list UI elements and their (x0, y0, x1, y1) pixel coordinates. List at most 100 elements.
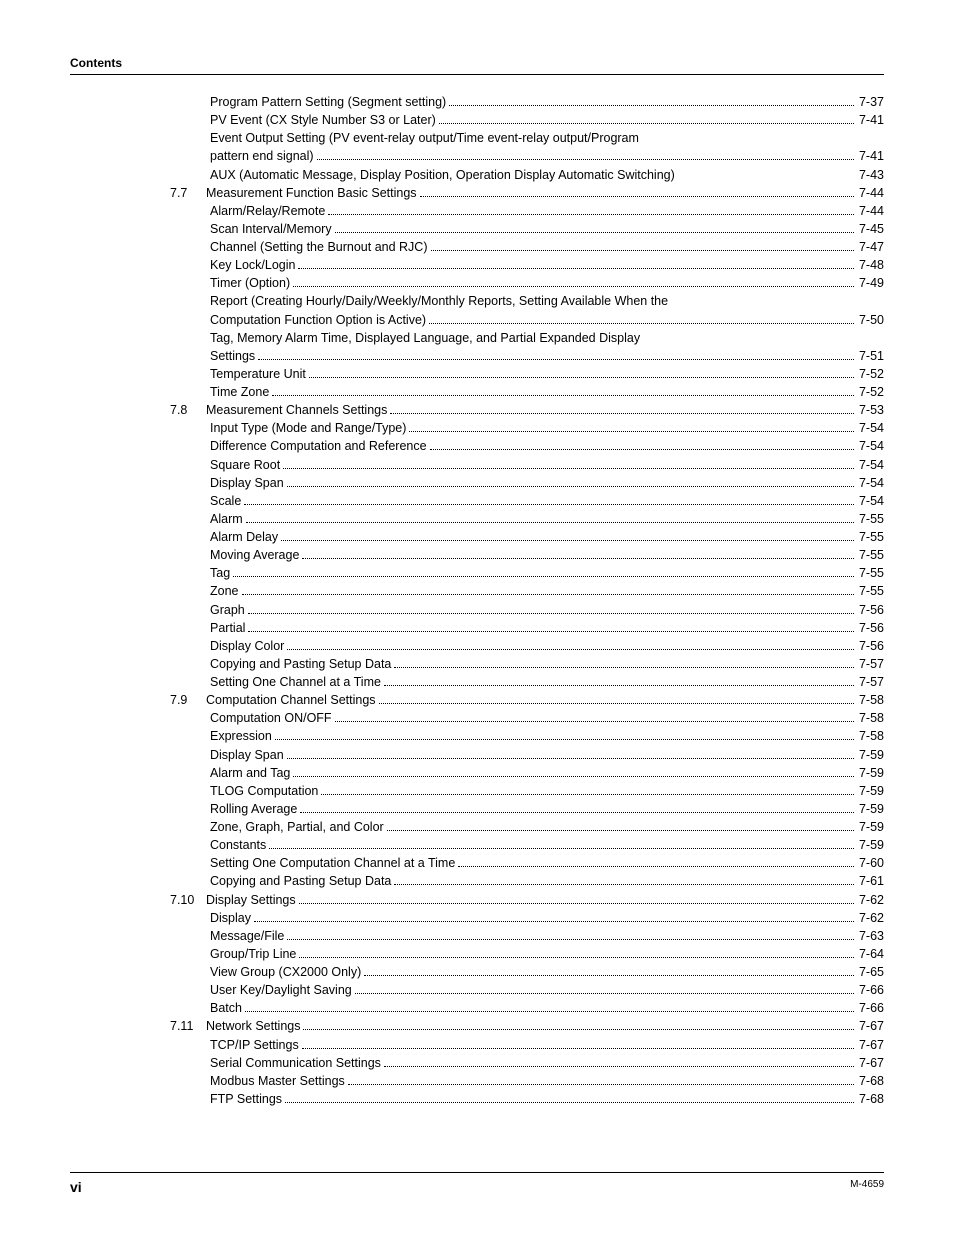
toc-leader-dots (244, 504, 854, 505)
toc-leader-dots (394, 884, 854, 885)
toc-label: Timer (Option) (210, 274, 290, 292)
table-of-contents: Program Pattern Setting (Segment setting… (70, 93, 884, 1108)
toc-row: Square Root7-54 (70, 456, 884, 474)
toc-leader-dots (348, 1084, 854, 1085)
footer-rule (70, 1172, 884, 1173)
toc-label: Alarm and Tag (210, 764, 290, 782)
toc-row: TLOG Computation7-59 (70, 782, 884, 800)
toc-leader-dots (384, 685, 854, 686)
toc-label: Moving Average (210, 546, 299, 564)
header-rule (70, 74, 884, 75)
toc-row: 7.10Display Settings7-62 (70, 891, 884, 909)
toc-page-ref: 7-44 (857, 184, 884, 202)
toc-page-ref: 7-52 (857, 383, 884, 401)
toc-page-ref: 7-55 (857, 528, 884, 546)
toc-page-ref: 7-37 (857, 93, 884, 111)
toc-row: Event Output Setting (PV event-relay out… (70, 129, 884, 147)
toc-leader-dots (390, 413, 854, 414)
toc-page-ref: 7-58 (857, 727, 884, 745)
toc-label: Measurement Channels Settings (206, 401, 387, 419)
toc-label: Graph (210, 601, 245, 619)
toc-label: User Key/Daylight Saving (210, 981, 352, 999)
toc-leader-dots (298, 268, 853, 269)
toc-page-ref: 7-59 (857, 746, 884, 764)
toc-page-ref: 7-58 (857, 691, 884, 709)
toc-page-ref: 7-50 (857, 311, 884, 329)
toc-row: Batch 7-66 (70, 999, 884, 1017)
toc-label: Computation Function Option is Active) (210, 311, 426, 329)
toc-row: Alarm7-55 (70, 510, 884, 528)
toc-row: Graph 7-56 (70, 601, 884, 619)
toc-row: Copying and Pasting Setup Data7-57 (70, 655, 884, 673)
toc-leader-dots (233, 576, 854, 577)
toc-page-ref: 7-59 (857, 800, 884, 818)
toc-page-ref: 7-66 (857, 999, 884, 1017)
toc-label: TLOG Computation (210, 782, 318, 800)
toc-leader-dots (387, 830, 854, 831)
toc-section-number: 7.9 (170, 691, 206, 709)
toc-leader-dots (293, 286, 854, 287)
toc-label: TCP/IP Settings (210, 1036, 299, 1054)
toc-leader-dots (299, 957, 854, 958)
toc-label: Copying and Pasting Setup Data (210, 655, 391, 673)
toc-leader-dots (248, 613, 854, 614)
toc-page-ref: 7-67 (857, 1054, 884, 1072)
toc-leader-dots (430, 449, 854, 450)
toc-page-ref: 7-65 (857, 963, 884, 981)
toc-page-ref: 7-54 (857, 419, 884, 437)
toc-row: Timer (Option)7-49 (70, 274, 884, 292)
toc-leader-dots (299, 903, 854, 904)
toc-label: Network Settings (206, 1017, 300, 1035)
toc-label: Message/File (210, 927, 284, 945)
toc-leader-dots (302, 1048, 854, 1049)
toc-page-ref: 7-62 (857, 909, 884, 927)
toc-leader-dots (246, 522, 854, 523)
toc-row: Report (Creating Hourly/Daily/Weekly/Mon… (70, 292, 884, 310)
toc-page-ref: 7-56 (857, 601, 884, 619)
toc-page-ref: 7-44 (857, 202, 884, 220)
toc-leader-dots (287, 486, 854, 487)
toc-row: Temperature Unit7-52 (70, 365, 884, 383)
toc-label: Display Span (210, 474, 284, 492)
footer-row: vi M-4659 (70, 1179, 884, 1195)
toc-label: Channel (Setting the Burnout and RJC) (210, 238, 428, 256)
toc-label: Display Color (210, 637, 284, 655)
toc-page-ref: 7-56 (857, 637, 884, 655)
toc-row: Display 7-62 (70, 909, 884, 927)
toc-label: PV Event (CX Style Number S3 or Later) (210, 111, 436, 129)
toc-page-ref: 7-64 (857, 945, 884, 963)
toc-leader-dots (355, 993, 854, 994)
toc-row: Expression7-58 (70, 727, 884, 745)
toc-page-ref: 7-68 (857, 1090, 884, 1108)
toc-label: Difference Computation and Reference (210, 437, 427, 455)
toc-row: User Key/Daylight Saving7-66 (70, 981, 884, 999)
toc-page-ref: 7-47 (857, 238, 884, 256)
toc-label: Computation ON/OFF (210, 709, 332, 727)
toc-label: Group/Trip Line (210, 945, 296, 963)
toc-label: Alarm (210, 510, 243, 528)
toc-page-ref: 7-63 (857, 927, 884, 945)
toc-leader-dots (302, 558, 854, 559)
toc-label: Batch (210, 999, 242, 1017)
toc-label: Settings (210, 347, 255, 365)
page-number: vi (70, 1179, 82, 1195)
toc-label: Display (210, 909, 251, 927)
toc-label: Tag (210, 564, 230, 582)
toc-row: View Group (CX2000 Only)7-65 (70, 963, 884, 981)
toc-page-ref: 7-43 (857, 166, 884, 184)
toc-section-number: 7.10 (170, 891, 206, 909)
toc-label: Computation Channel Settings (206, 691, 376, 709)
toc-page-ref: 7-59 (857, 836, 884, 854)
toc-label: Setting One Channel at a Time (210, 673, 381, 691)
toc-leader-dots (431, 250, 854, 251)
toc-row: Partial7-56 (70, 619, 884, 637)
toc-page-ref: 7-48 (857, 256, 884, 274)
toc-label: Measurement Function Basic Settings (206, 184, 417, 202)
toc-row: Settings7-51 (70, 347, 884, 365)
toc-leader-dots (328, 214, 854, 215)
toc-section-number: 7.8 (170, 401, 206, 419)
toc-leader-dots (287, 649, 854, 650)
toc-row: Setting One Computation Channel at a Tim… (70, 854, 884, 872)
toc-row: Zone7-55 (70, 582, 884, 600)
toc-row: Alarm Delay7-55 (70, 528, 884, 546)
